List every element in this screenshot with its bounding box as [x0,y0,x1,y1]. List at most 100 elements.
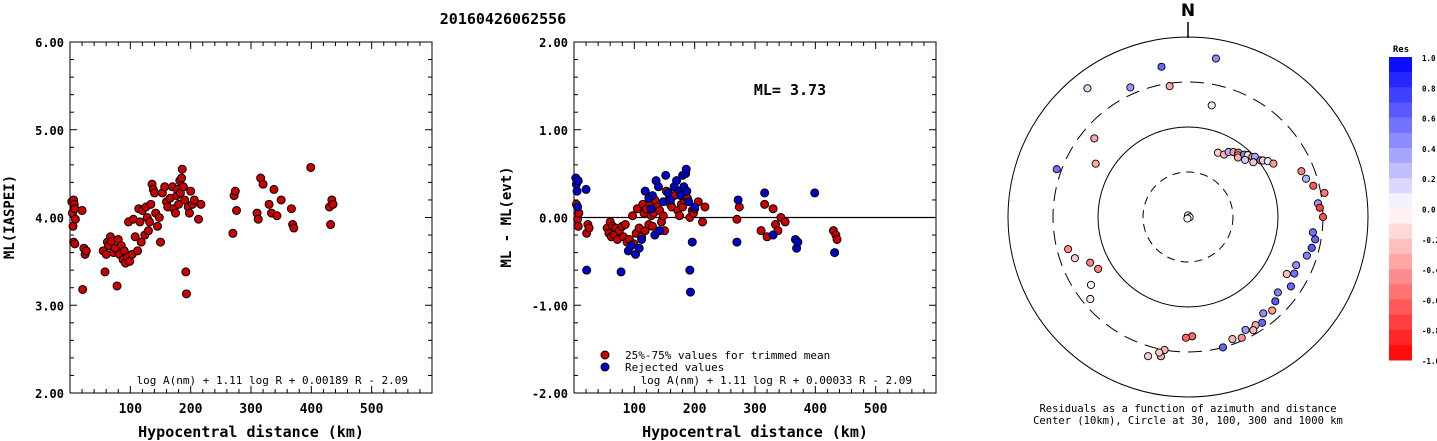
station-marker [1094,264,1103,273]
data-point [676,191,686,201]
ring-30km [1142,171,1234,263]
data-point [306,162,316,172]
data-point [149,188,159,198]
station-marker [1211,54,1220,63]
station-marker [1308,228,1317,237]
colorbar-cell [1389,208,1412,225]
data-point [582,265,592,275]
data-point [732,237,742,247]
data-point [77,205,87,215]
data-point [269,184,279,194]
colorbar-cell [1389,102,1412,119]
data-point [685,287,695,297]
data-points [571,164,842,297]
station-marker [1064,245,1073,254]
residual-colorbar: Res 1.0 0.8 0.6 0.4 0.2 0.0 -0.2 -0.4 -0.6 -0.8 -1… [1389,45,1437,366]
data-point [672,176,682,186]
station-marker [1155,348,1164,357]
colorbar-tick-label: 0.0 [1422,206,1436,215]
x-axis-label: Hypocentral distance (km) [138,423,364,441]
station-marker [1269,159,1278,168]
station-marker [1320,188,1329,197]
y-tick-label: -1.00 [532,299,568,313]
data-point [616,267,626,277]
colorbar-cell [1389,57,1412,73]
x-tick-label: 100 [119,402,143,417]
data-point [581,184,591,194]
data-point [682,186,692,196]
data-point [174,199,184,209]
residual-vs-distance-chart: ML - ML(evt) Hypocentral distance (km) M… [499,36,937,441]
station-marker [1126,83,1135,92]
data-point [276,195,286,205]
data-point [130,232,140,242]
data-point [573,202,583,212]
plot-frame [69,41,433,394]
colorbar-tick-label: 0.8 [1422,84,1436,93]
data-point [272,211,282,221]
data-point [186,186,196,196]
data-point [760,188,770,198]
data-point [289,223,299,233]
colorbar-cell [1389,329,1412,346]
station-marker [1241,325,1250,334]
colorbar-cell [1389,178,1412,194]
colorbar-cell [1389,269,1412,285]
data-point [640,186,650,196]
colorbar-cell [1389,284,1412,300]
colorbar-tick-label: 0.2 [1422,175,1436,184]
axis-ticks: 2.00 3.00 4.00 5.00 6.00 100 200 300 400 500 [35,36,432,417]
data-point [830,248,840,258]
station-marker [1091,159,1100,168]
data-point [133,246,143,256]
data-point [685,265,695,275]
legend-marker-trimmed [600,350,610,360]
x-tick-label: 400 [804,402,828,417]
station-marker [1259,309,1268,318]
colorbar-cells [1389,57,1412,361]
data-point [661,170,671,180]
data-point [326,220,336,230]
station-marker [1273,288,1282,297]
data-point [81,246,91,256]
station-marker [1318,212,1328,222]
station-marker [1237,333,1246,342]
data-point [655,226,665,236]
formula-label: log A(nm) + 1.11 log R + 0.00189 R - 2.0… [136,374,408,387]
magnitude-vs-distance-chart: ML(IASPEI) Hypocentral distance (km) log… [2,36,433,441]
data-point [768,204,778,214]
station-marker [1165,82,1174,91]
y-tick-label: 5.00 [35,124,64,138]
colorbar-tick-label: 1.0 [1422,54,1436,63]
x-tick-label: 200 [179,402,203,417]
data-point [637,234,647,244]
x-tick-label: 500 [864,402,888,417]
data-point [171,208,181,218]
data-point [658,211,668,221]
data-point [626,241,636,251]
data-point [647,191,657,201]
data-point [684,197,694,207]
data-point [143,226,153,236]
data-point [70,214,80,224]
station-residuals [1052,54,1329,361]
data-point [258,179,268,189]
y-tick-label: 2.00 [35,387,64,401]
colorbar-cell [1389,344,1412,361]
data-point [647,221,657,231]
data-point [732,214,742,224]
station-marker [1181,333,1190,342]
data-point [112,281,122,291]
data-point [184,208,194,218]
y-tick-label: -2.00 [532,387,568,401]
data-point [70,239,80,249]
data-point [681,164,691,174]
station-marker [1070,254,1079,263]
data-points [67,162,338,299]
station-marker [1290,269,1299,278]
colorbar-cell [1389,87,1412,103]
station-marker [1282,269,1291,279]
data-point [572,186,582,196]
x-axis-label: Hypocentral distance (km) [642,423,868,441]
data-point [232,205,242,215]
